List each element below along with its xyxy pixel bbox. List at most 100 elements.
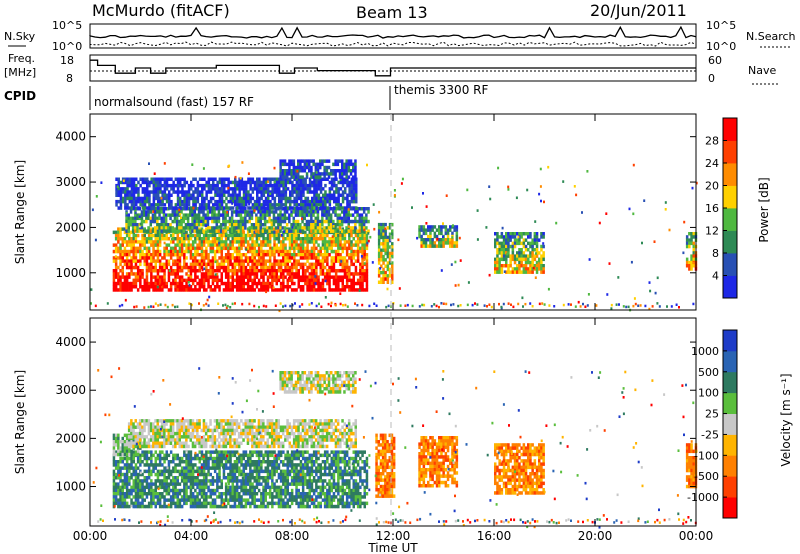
scatter-cell (139, 262, 142, 267)
scatter-cell (165, 265, 168, 270)
freq-tick-bottom: 8 (66, 72, 73, 85)
scatter-cell (377, 235, 381, 240)
scatter-cell (185, 488, 188, 493)
scatter-cell (174, 488, 177, 493)
scatter-cell (167, 229, 170, 233)
scatter-cell (302, 177, 305, 181)
scatter-cell (303, 165, 307, 170)
scatter-cell (251, 259, 254, 263)
scatter-cell (229, 288, 232, 292)
scatter-cell (438, 228, 441, 232)
scatter-cell (273, 230, 276, 235)
scatter-cell (174, 281, 177, 286)
scatter-cell (339, 187, 343, 191)
scatter-cell (334, 272, 338, 276)
scatter-cell (185, 237, 188, 241)
scatter-cell (277, 249, 281, 254)
scatter-cell (226, 219, 229, 224)
scatter-cell (314, 275, 317, 278)
scatter-cell (269, 192, 272, 196)
scatter-cell (180, 479, 184, 483)
scatter-cell (235, 210, 238, 214)
scatter-cell (216, 243, 219, 247)
scatter-cell (197, 216, 201, 221)
scatter-cell (531, 248, 534, 252)
scatter-cell (505, 241, 508, 246)
scatter-cell (117, 237, 120, 241)
scatter-cell (182, 216, 185, 221)
scatter-cell (178, 208, 181, 212)
scatter-cell (94, 304, 97, 308)
scatter-cell (354, 281, 358, 286)
scatter-cell (246, 246, 250, 251)
scatter-cell (268, 210, 271, 214)
nsearch-tick-bottom: 10^0 (706, 40, 736, 53)
scatter-cell (297, 175, 300, 179)
scatter-cell (297, 237, 300, 241)
scatter-cell (264, 265, 267, 270)
scatter-cell (386, 245, 390, 249)
scatter-cell (171, 303, 174, 307)
scatter-cell (121, 466, 124, 470)
scatter-cell (115, 183, 118, 188)
scatter-cell (180, 249, 184, 254)
scatter-cell (213, 278, 217, 283)
scatter-cell (275, 288, 278, 292)
scatter-cell (174, 278, 177, 283)
scatter-cell (531, 305, 534, 308)
scatter-cell (246, 269, 250, 273)
scatter-cell (150, 203, 153, 207)
scatter-cell (132, 485, 135, 490)
scatter-cell (307, 219, 311, 224)
scatter-cell (316, 216, 320, 221)
scatter-cell (296, 170, 299, 173)
scatter-cell (339, 180, 343, 185)
scatter-cell (300, 187, 303, 191)
scatter-cell (260, 265, 263, 270)
scatter-cell (179, 206, 182, 210)
scatter-cell (141, 498, 144, 502)
scatter-cell (349, 226, 353, 230)
scatter-cell (500, 305, 503, 309)
scatter-cell (284, 269, 287, 273)
scatter-cell (310, 272, 314, 276)
scatter-cell (153, 216, 157, 221)
scatter-cell (119, 259, 122, 263)
scatter-cell (121, 240, 124, 244)
scatter-cell (173, 219, 177, 224)
scatter-cell (143, 196, 147, 201)
scatter-cell (262, 243, 265, 247)
scatter-cell (542, 235, 545, 239)
scatter-cell (145, 476, 149, 480)
scatter-cell (301, 265, 305, 270)
scatter-cell (323, 237, 327, 241)
scatter-cell (283, 159, 287, 163)
scatter-cell (203, 267, 206, 271)
scatter-cell (509, 264, 512, 268)
scatter-cell (259, 210, 262, 214)
scatter-cell (216, 278, 219, 283)
nave-label: Nave (748, 64, 776, 77)
scatter-cell (308, 249, 311, 254)
scatter-cell (266, 233, 270, 238)
scatter-cell (339, 233, 342, 238)
scatter-cell (454, 260, 457, 264)
scatter-cell (189, 256, 193, 260)
scatter-cell (280, 183, 283, 188)
scatter-cell (202, 453, 206, 458)
scatter-cell (150, 256, 153, 260)
scatter-cell (458, 236, 461, 240)
scatter-cell (154, 233, 157, 238)
scatter-cell (337, 269, 340, 273)
scatter-cell (386, 264, 390, 268)
scatter-cell (230, 216, 234, 221)
scatter-cell (145, 229, 148, 233)
scatter-cell (203, 183, 206, 188)
scatter-cell (253, 262, 256, 267)
scatter-cell (321, 272, 325, 276)
scatter-cell (191, 233, 195, 238)
scatter-cell (299, 159, 302, 163)
scatter-cell (228, 223, 232, 227)
scatter-cell (139, 285, 142, 289)
scatter-cell (141, 243, 144, 247)
